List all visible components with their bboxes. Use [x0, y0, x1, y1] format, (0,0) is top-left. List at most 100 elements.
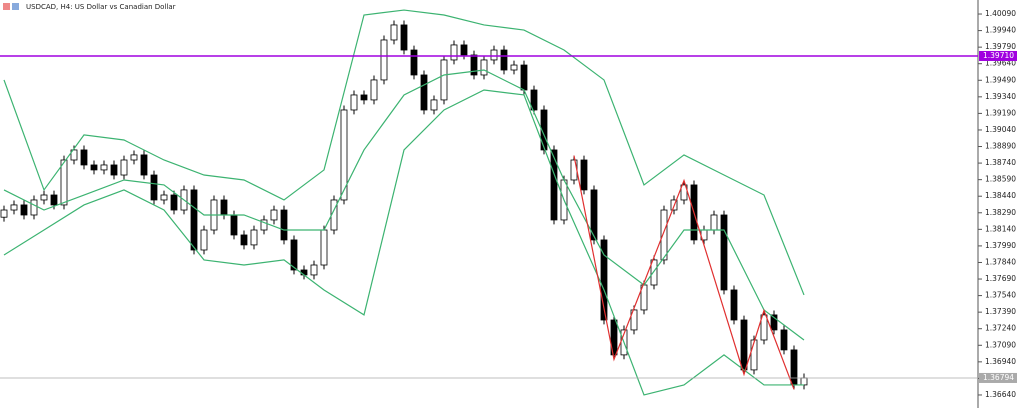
candle-body: [470, 54, 478, 76]
candle-body: [20, 204, 28, 216]
candle-body: [360, 94, 368, 101]
candle-body: [230, 214, 238, 236]
price-label: 1.39710: [983, 51, 1014, 60]
candle-body: [40, 194, 48, 201]
candle-body: [320, 229, 328, 266]
candle-body: [150, 174, 158, 201]
candle-body: [240, 234, 248, 246]
candle-body: [80, 149, 88, 166]
y-tick-label: 1.39040: [985, 125, 1016, 134]
y-tick-label: 1.38890: [985, 142, 1016, 151]
y-tick-label: 1.38590: [985, 175, 1016, 184]
y-tick-label: 1.39790: [985, 42, 1016, 51]
candle-body: [120, 159, 128, 176]
candle-body: [510, 64, 518, 71]
candle-body: [430, 99, 438, 111]
candle-body: [400, 24, 408, 51]
candle-body: [520, 64, 528, 91]
y-tick-label: 1.39190: [985, 108, 1016, 117]
icon: [3, 3, 10, 10]
candle-body: [580, 159, 588, 191]
candle-body: [390, 24, 398, 41]
candle-body: [270, 209, 278, 221]
candle-body: [420, 74, 428, 111]
candle-body: [220, 199, 228, 216]
y-tick-label: 1.38440: [985, 191, 1016, 200]
candle-body: [710, 214, 718, 231]
y-tick-label: 1.37540: [985, 291, 1016, 300]
y-tick-label: 1.37840: [985, 257, 1016, 266]
y-tick-label: 1.39940: [985, 26, 1016, 35]
candle-body: [0, 209, 8, 218]
overlay-line: [3, 9, 805, 296]
candle-body: [60, 159, 68, 206]
y-tick-label: 1.38740: [985, 158, 1016, 167]
overlay-line: [573, 155, 795, 390]
candle-body: [570, 159, 578, 181]
candle-body: [610, 319, 618, 356]
y-tick-label: 1.37990: [985, 241, 1016, 250]
candle-body: [770, 314, 778, 331]
candle-body: [720, 214, 728, 291]
y-tick-label: 1.36640: [985, 390, 1016, 399]
y-tick-label: 1.37090: [985, 340, 1016, 349]
candle-body: [90, 164, 98, 171]
candle-body: [170, 194, 178, 211]
candle-body: [250, 229, 258, 246]
candle-body: [490, 49, 498, 61]
candle-body: [500, 49, 508, 71]
y-tick-label: 1.37240: [985, 324, 1016, 333]
candle-body: [100, 164, 108, 171]
candle-body: [10, 204, 18, 211]
candle-body: [160, 194, 168, 201]
candle-body: [550, 149, 558, 221]
candle-body: [50, 194, 58, 206]
candle-body: [480, 59, 488, 76]
y-tick-label: 1.38140: [985, 224, 1016, 233]
candle-body: [740, 319, 748, 371]
icon: [12, 3, 19, 10]
candle-body: [800, 377, 808, 386]
candle-body: [440, 59, 448, 101]
candle-body: [730, 289, 738, 321]
candle-body: [780, 329, 788, 351]
candle-body: [110, 164, 118, 176]
candle-body: [260, 219, 268, 231]
price-label-box: [979, 50, 1017, 61]
candle-body: [280, 209, 288, 241]
candle-body: [30, 199, 38, 216]
candle-body: [650, 259, 658, 286]
candle-body: [370, 79, 378, 101]
candle-body: [590, 189, 598, 241]
overlay-line: [3, 89, 804, 396]
candle-body: [70, 149, 78, 161]
overlay-line: [3, 69, 805, 341]
candle-body: [310, 264, 318, 276]
candle-body: [350, 94, 358, 111]
candle-body: [460, 44, 468, 56]
candle-body: [540, 109, 548, 151]
candle-body: [200, 229, 208, 251]
candle-body: [290, 239, 298, 271]
candle-body: [530, 89, 538, 111]
y-tick-label: 1.38290: [985, 208, 1016, 217]
candle-body: [660, 209, 668, 261]
y-tick-label: 1.37690: [985, 274, 1016, 283]
price-label: 1.36794: [983, 373, 1014, 382]
y-tick-label: 1.36940: [985, 357, 1016, 366]
candle-body: [130, 154, 138, 161]
y-tick-label: 1.40090: [985, 9, 1016, 18]
y-tick-label: 1.39640: [985, 59, 1016, 68]
candle-body: [450, 44, 458, 61]
candle-body: [410, 49, 418, 76]
y-tick-label: 1.37390: [985, 307, 1016, 316]
y-tick-label: 1.39340: [985, 92, 1016, 101]
candle-body: [600, 239, 608, 321]
candle-body: [630, 309, 638, 331]
candle-body: [790, 349, 798, 386]
chart-title: USDCAD, H4: US Dollar vs Canadian Dollar: [26, 3, 176, 11]
candle-body: [680, 184, 688, 201]
candle-body: [380, 39, 388, 81]
y-tick-label: 1.39490: [985, 75, 1016, 84]
